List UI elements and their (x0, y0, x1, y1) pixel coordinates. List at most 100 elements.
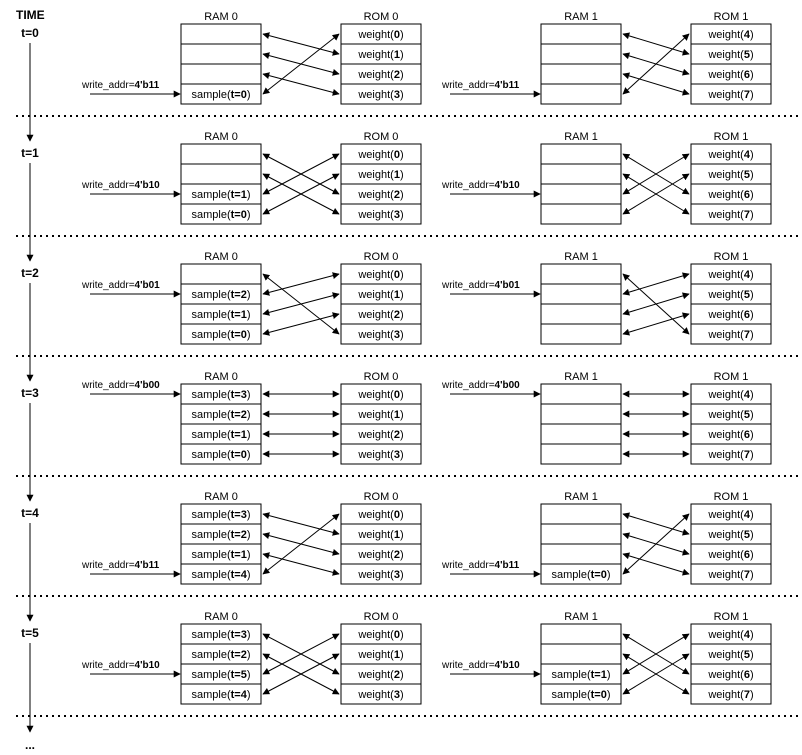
ram-rom-connection-arrow (262, 32, 340, 56)
ram-1-cell (540, 303, 622, 325)
rom-weight-label: weight(7) (707, 449, 753, 461)
ram-1-cell (540, 563, 622, 585)
write-addr-label: write_addr=4'b11 (441, 80, 520, 91)
ram-0-title: RAM 0 (204, 371, 238, 383)
ram-0-cell (180, 23, 262, 45)
ram-rom-connection-arrow (622, 173, 690, 215)
rom-weight-label: weight(5) (707, 529, 753, 541)
rom-1-cell (690, 203, 772, 225)
ram-rom-connection-arrow (262, 552, 340, 576)
ram-sample-label: sample(t=2) (191, 529, 250, 541)
ram-sample-label: sample(t=0) (191, 89, 250, 101)
write-addr-label: write_addr=4'b01 (81, 280, 160, 291)
rom-1-title: ROM 1 (714, 11, 749, 23)
rom-weight-label: weight(6) (707, 309, 753, 321)
ram-sample-label: sample(t=2) (191, 649, 250, 661)
time-axis-title: TIME (16, 8, 45, 22)
ram-rom-connection-arrow (262, 512, 340, 536)
ram-sample-label: sample(t=0) (191, 329, 250, 341)
rom-weight-label: weight(3) (357, 329, 403, 341)
rom-weight-label: weight(3) (357, 449, 403, 461)
ram-1-title: RAM 1 (564, 131, 598, 143)
rom-weight-label: weight(2) (357, 69, 403, 81)
ram-sample-label: sample(t=2) (191, 409, 250, 421)
ram-sample-label: sample(t=3) (191, 509, 250, 521)
ram-0-title: RAM 0 (204, 491, 238, 503)
rom-1-cell (690, 83, 772, 105)
rom-weight-label: weight(3) (357, 569, 403, 581)
rom-0-cell (340, 323, 422, 345)
write-addr-label: write_addr=4'b00 (81, 380, 160, 391)
rom-weight-label: weight(6) (707, 669, 753, 681)
rom-weight-label: weight(1) (357, 649, 403, 661)
ram-1-cell (540, 623, 622, 645)
rom-0-title: ROM 0 (364, 131, 399, 143)
rom-1-title: ROM 1 (714, 491, 749, 503)
ram-rom-connection-arrow (622, 272, 690, 296)
ram-1-cell (540, 283, 622, 305)
ram-sample-label: sample(t=1) (551, 669, 610, 681)
ram-1-cell (540, 503, 622, 525)
rom-weight-label: weight(5) (707, 649, 753, 661)
rom-weight-label: weight(3) (357, 209, 403, 221)
ram-1-cell (540, 83, 622, 105)
ram-1-cell (540, 263, 622, 285)
rom-weight-label: weight(3) (357, 89, 403, 101)
rom-weight-label: weight(1) (357, 529, 403, 541)
rom-weight-label: weight(7) (707, 89, 753, 101)
ram-0-title: RAM 0 (204, 11, 238, 23)
ram-1-cell (540, 683, 622, 705)
rom-1-title: ROM 1 (714, 131, 749, 143)
write-addr-label: write_addr=4'b00 (441, 380, 520, 391)
time-step-label: t=0 (21, 26, 39, 40)
rom-weight-label: weight(6) (707, 189, 753, 201)
ram-0-cell (180, 63, 262, 85)
rom-weight-label: weight(5) (707, 49, 753, 61)
ram-0-title: RAM 0 (204, 251, 238, 263)
ram-sample-label: sample(t=1) (191, 429, 250, 441)
ram-sample-label: sample(t=4) (191, 689, 250, 701)
ram-rom-connection-arrow (622, 312, 690, 336)
ram-sample-label: sample(t=5) (191, 669, 250, 681)
write-addr-label: write_addr=4'b11 (81, 560, 160, 571)
rom-weight-label: weight(0) (357, 509, 403, 521)
rom-weight-label: weight(7) (707, 209, 753, 221)
rom-1-title: ROM 1 (714, 611, 749, 623)
rom-weight-label: weight(0) (357, 269, 403, 281)
ram-rom-connection-arrow (262, 173, 340, 215)
rom-weight-label: weight(2) (357, 549, 403, 561)
time-step-label: t=5 (21, 626, 39, 640)
rom-weight-label: weight(2) (357, 309, 403, 321)
rom-weight-label: weight(6) (707, 429, 753, 441)
rom-0-cell (340, 83, 422, 105)
ram-rom-connection-arrow (262, 72, 340, 96)
ram-sample-label: sample(t=1) (191, 309, 250, 321)
time-step-label: t=2 (21, 266, 39, 280)
ram-1-cell (540, 523, 622, 545)
ram-rom-connection-arrow (262, 292, 340, 316)
rom-weight-label: weight(2) (357, 669, 403, 681)
time-step-label: t=4 (21, 506, 39, 520)
rom-weight-label: weight(4) (707, 629, 753, 641)
ram-0-cell (180, 683, 262, 705)
ram-0-cell (180, 163, 262, 185)
write-addr-label: write_addr=4'b10 (81, 180, 160, 191)
rom-weight-label: weight(6) (707, 69, 753, 81)
rom-weight-label: weight(3) (357, 689, 403, 701)
ram-0-cell (180, 563, 262, 585)
ram-0-cell (180, 203, 262, 225)
ram-1-cell (540, 203, 622, 225)
rom-weight-label: weight(5) (707, 289, 753, 301)
ram-1-cell (540, 383, 622, 405)
ram-1-cell (540, 643, 622, 665)
ram-0-title: RAM 0 (204, 131, 238, 143)
time-step-label: t=1 (21, 146, 39, 160)
ram-sample-label: sample(t=0) (551, 569, 610, 581)
write-addr-label: write_addr=4'b11 (441, 560, 520, 571)
ram-sample-label: sample(t=0) (191, 209, 250, 221)
ram-rom-connection-arrow (262, 513, 340, 575)
rom-weight-label: weight(2) (357, 189, 403, 201)
rom-0-cell (340, 443, 422, 465)
rom-weight-label: weight(6) (707, 549, 753, 561)
